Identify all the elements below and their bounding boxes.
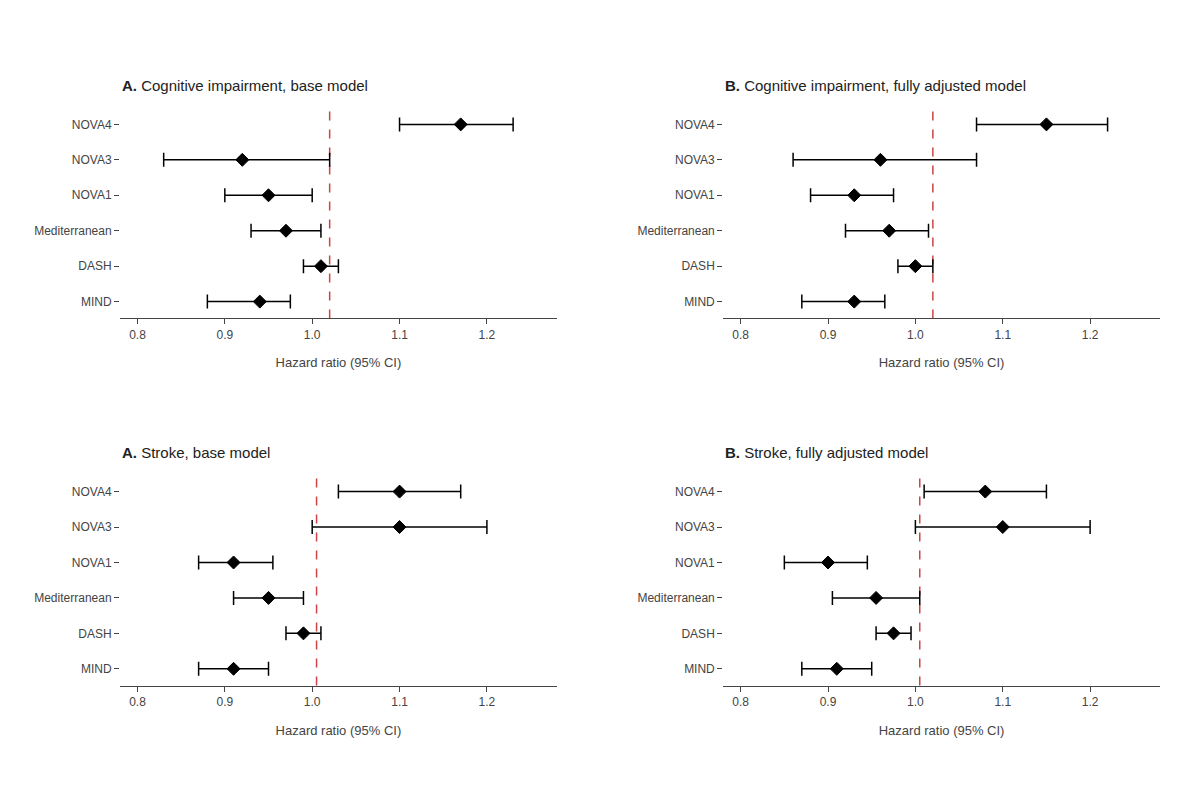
svg-text:1.1: 1.1 [391,695,408,709]
svg-text:NOVA1: NOVA1 [675,188,715,202]
svg-text:Hazard ratio (95% CI): Hazard ratio (95% CI) [879,723,1005,738]
svg-text:MIND: MIND [81,662,112,676]
svg-text:1.2: 1.2 [1082,328,1099,342]
svg-text:0.8: 0.8 [129,328,146,342]
svg-text:NOVA4: NOVA4 [675,485,715,499]
svg-text:1.0: 1.0 [907,695,924,709]
svg-text:NOVA4: NOVA4 [675,118,715,132]
svg-text:NOVA3: NOVA3 [72,153,112,167]
svg-text:DASH: DASH [681,259,714,273]
svg-text:B. Cognitive impairment, fully: B. Cognitive impairment, fully adjusted … [725,77,1026,94]
svg-text:Mediterranean: Mediterranean [34,591,111,605]
svg-text:0.9: 0.9 [216,328,233,342]
svg-text:NOVA3: NOVA3 [675,153,715,167]
svg-text:0.8: 0.8 [129,695,146,709]
svg-text:NOVA1: NOVA1 [72,556,112,570]
svg-text:A. Stroke, base model: A. Stroke, base model [122,444,270,461]
svg-text:1.0: 1.0 [304,328,321,342]
svg-text:DASH: DASH [78,259,111,273]
svg-text:1.0: 1.0 [304,695,321,709]
svg-text:Mediterranean: Mediterranean [34,224,111,238]
svg-text:1.2: 1.2 [479,328,496,342]
svg-text:0.8: 0.8 [732,328,749,342]
svg-text:MIND: MIND [684,662,715,676]
svg-text:NOVA1: NOVA1 [72,188,112,202]
svg-text:1.2: 1.2 [479,695,496,709]
svg-text:NOVA3: NOVA3 [675,520,715,534]
svg-text:NOVA4: NOVA4 [72,118,112,132]
svg-text:Mediterranean: Mediterranean [637,224,714,238]
svg-text:1.1: 1.1 [994,695,1011,709]
svg-text:MIND: MIND [81,295,112,309]
svg-text:1.2: 1.2 [1082,695,1099,709]
svg-text:0.8: 0.8 [732,695,749,709]
svg-text:0.9: 0.9 [820,328,837,342]
svg-text:0.9: 0.9 [820,695,837,709]
svg-text:Mediterranean: Mediterranean [637,591,714,605]
svg-text:Hazard ratio (95% CI): Hazard ratio (95% CI) [276,355,402,370]
svg-text:1.0: 1.0 [907,328,924,342]
svg-text:1.1: 1.1 [391,328,408,342]
svg-text:NOVA1: NOVA1 [675,556,715,570]
svg-text:0.9: 0.9 [216,695,233,709]
svg-text:DASH: DASH [78,627,111,641]
svg-text:Hazard ratio (95% CI): Hazard ratio (95% CI) [879,355,1005,370]
svg-text:Hazard ratio (95% CI): Hazard ratio (95% CI) [276,723,402,738]
svg-text:NOVA4: NOVA4 [72,485,112,499]
svg-text:MIND: MIND [684,295,715,309]
svg-text:B. Stroke, fully adjusted mode: B. Stroke, fully adjusted model [725,444,928,461]
svg-text:A. Cognitive impairment, base: A. Cognitive impairment, base model [122,77,368,94]
svg-text:1.1: 1.1 [994,328,1011,342]
svg-text:DASH: DASH [681,627,714,641]
svg-text:NOVA3: NOVA3 [72,520,112,534]
